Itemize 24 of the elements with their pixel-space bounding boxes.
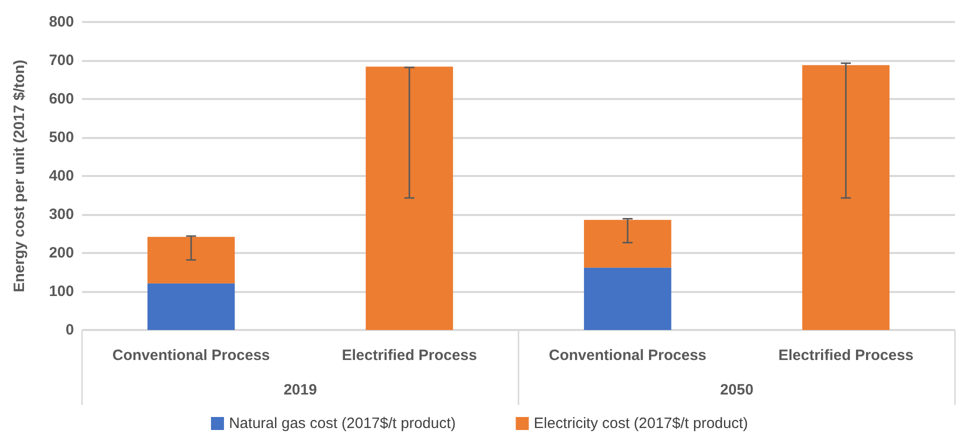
bar xyxy=(366,66,454,330)
y-tick-label: 300 xyxy=(48,206,74,223)
bar xyxy=(584,268,672,330)
y-tick-label: 400 xyxy=(48,168,74,184)
y-tick-label: 200 xyxy=(48,244,74,262)
text: 2019 xyxy=(284,382,317,398)
bar xyxy=(802,65,890,330)
x-tick-label: Electrified Process xyxy=(778,347,914,364)
y-tick-label: 500 xyxy=(48,129,74,146)
y-tick-label: 100 xyxy=(48,283,74,300)
y-tick-label: 0 xyxy=(66,322,74,338)
legend-label: Electricity cost (2017$/t product) xyxy=(534,415,748,432)
bar xyxy=(147,283,235,330)
legend-label: Natural gas cost (2017$/t product) xyxy=(228,415,456,432)
y-tick-label: 600 xyxy=(48,90,74,108)
x-tick-label: Conventional Process xyxy=(112,347,270,364)
text: 2050 xyxy=(720,382,754,398)
bar xyxy=(147,236,235,284)
y-tick-label: 800 xyxy=(48,14,74,30)
bar xyxy=(584,220,672,268)
x-tick-label: Electrified Process xyxy=(342,347,477,364)
y-axis-title: Energy cost per unit (2017 $/ton) xyxy=(11,60,28,292)
y-tick-label: 700 xyxy=(48,52,74,69)
x-tick-label: Conventional Process xyxy=(548,347,706,364)
